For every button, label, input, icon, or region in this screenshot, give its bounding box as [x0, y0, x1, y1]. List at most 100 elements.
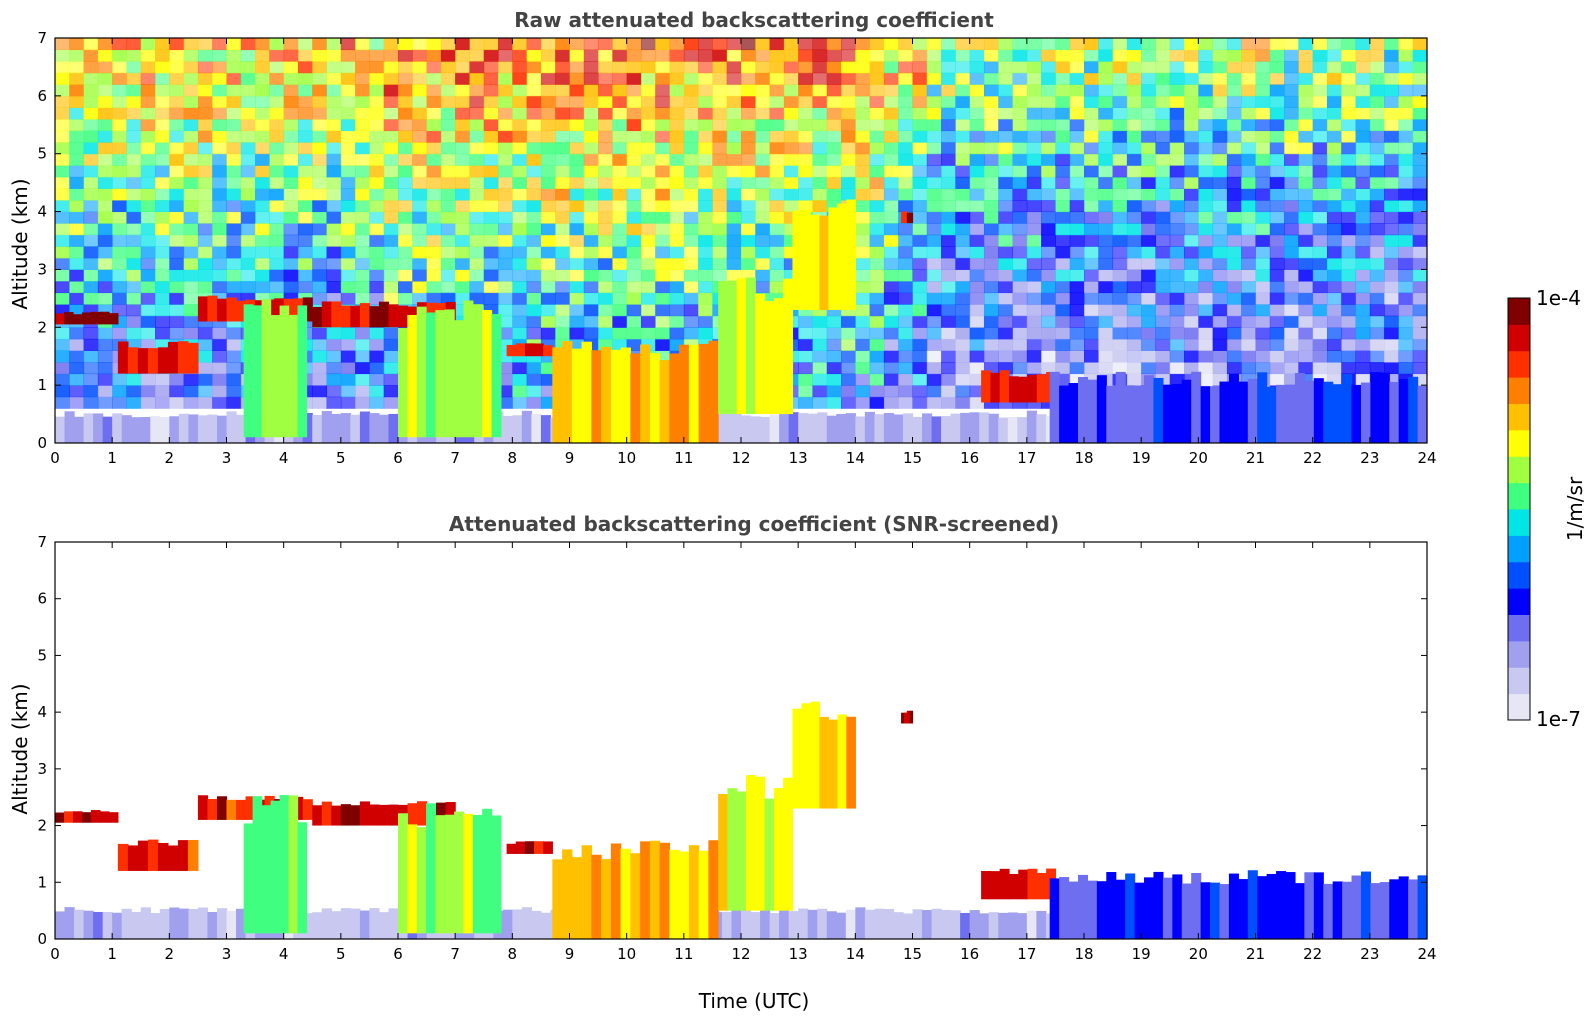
noise-cell: [412, 188, 428, 201]
noise-cell: [941, 211, 956, 224]
noise-cell: [1055, 281, 1071, 294]
feature-cell: [1257, 876, 1268, 939]
noise-cell: [1284, 84, 1299, 97]
feature-cell: [252, 305, 263, 438]
noise-cell: [83, 130, 99, 143]
noise-cell: [898, 327, 913, 340]
noise-cell: [512, 292, 528, 305]
noise-cell: [769, 107, 785, 120]
noise-cell: [383, 385, 399, 398]
noise-cell: [998, 338, 1014, 351]
noise-cell: [512, 165, 528, 178]
noise-cell: [1326, 257, 1342, 270]
noise-cell: [212, 211, 227, 224]
feature-cell: [874, 414, 885, 443]
noise-cell: [83, 95, 99, 108]
noise-cell: [683, 315, 699, 328]
noise-cell: [540, 292, 556, 305]
noise-cell: [1112, 49, 1128, 62]
noise-cell: [1355, 84, 1371, 97]
noise-cell: [455, 107, 470, 120]
feature-cell: [388, 908, 399, 939]
noise-cell: [226, 234, 242, 247]
noise-cell: [526, 269, 542, 282]
noise-cell: [983, 327, 999, 340]
noise-cell: [1041, 234, 1056, 247]
noise-cell: [655, 211, 671, 224]
x-tick-label: 5: [336, 449, 346, 467]
noise-cell: [398, 234, 413, 247]
noise-cell: [655, 107, 671, 120]
feature-cell: [463, 813, 474, 934]
noise-cell: [297, 176, 313, 189]
feature-cell: [1172, 874, 1183, 939]
noise-cell: [112, 234, 127, 247]
feature-cell: [909, 212, 914, 224]
noise-cell: [1069, 257, 1085, 270]
noise-cell: [1355, 234, 1371, 247]
noise-cell: [1184, 176, 1199, 189]
noise-cell: [1412, 72, 1428, 85]
x-tick-label: 0: [50, 449, 60, 467]
noise-cell: [1169, 49, 1185, 62]
noise-cell: [712, 188, 728, 201]
noise-cell: [212, 223, 227, 236]
noise-cell: [312, 176, 328, 189]
feature-cell: [187, 839, 199, 871]
noise-cell: [1141, 38, 1156, 51]
feature-cell: [883, 412, 895, 443]
colorbar-cell: [1508, 535, 1530, 563]
noise-cell: [1412, 315, 1428, 328]
noise-cell: [1255, 84, 1271, 97]
noise-cell: [1226, 200, 1242, 213]
noise-cell: [783, 84, 799, 97]
feature-cell: [178, 413, 189, 443]
noise-cell: [540, 385, 556, 398]
noise-cell: [1041, 153, 1056, 166]
noise-cell: [1098, 292, 1114, 305]
noise-cell: [1298, 49, 1314, 62]
x-tick-label: 14: [846, 945, 865, 963]
noise-cell: [841, 315, 856, 328]
feature-cell: [426, 312, 437, 438]
noise-cell: [126, 257, 142, 270]
noise-cell: [826, 38, 842, 51]
noise-cell: [1284, 61, 1299, 74]
noise-cell: [583, 234, 599, 247]
noise-cell: [1212, 211, 1228, 224]
noise-cell: [126, 188, 142, 201]
noise-cell: [269, 188, 285, 201]
noise-cell: [1255, 176, 1271, 189]
feature-cell: [1210, 386, 1221, 443]
noise-cell: [841, 72, 856, 85]
noise-cell: [1269, 95, 1285, 108]
noise-cell: [855, 327, 871, 340]
noise-cell: [1312, 165, 1328, 178]
feature-cell: [293, 796, 304, 820]
noise-cell: [1355, 211, 1371, 224]
noise-cell: [383, 234, 399, 247]
noise-cell: [540, 84, 556, 97]
feature-cell: [297, 305, 308, 438]
feature-cell: [552, 859, 563, 939]
colorbar-cell: [1508, 298, 1530, 325]
noise-cell: [669, 176, 685, 189]
feature-cell: [207, 911, 218, 939]
feature-cell: [1360, 382, 1372, 443]
noise-cell: [297, 72, 313, 85]
noise-cell: [1269, 176, 1285, 189]
noise-cell: [383, 72, 399, 85]
feature-cell: [226, 411, 237, 443]
noise-cell: [698, 130, 713, 143]
noise-cell: [97, 142, 113, 155]
feature-cell: [864, 411, 875, 443]
noise-cell: [498, 84, 513, 97]
noise-cell: [498, 304, 513, 317]
noise-cell: [240, 223, 256, 236]
noise-cell: [498, 234, 513, 247]
feature-cell: [1210, 882, 1221, 939]
noise-cell: [512, 200, 528, 213]
noise-cell: [812, 200, 828, 213]
noise-cell: [583, 165, 599, 178]
x-tick-label: 7: [450, 945, 460, 963]
